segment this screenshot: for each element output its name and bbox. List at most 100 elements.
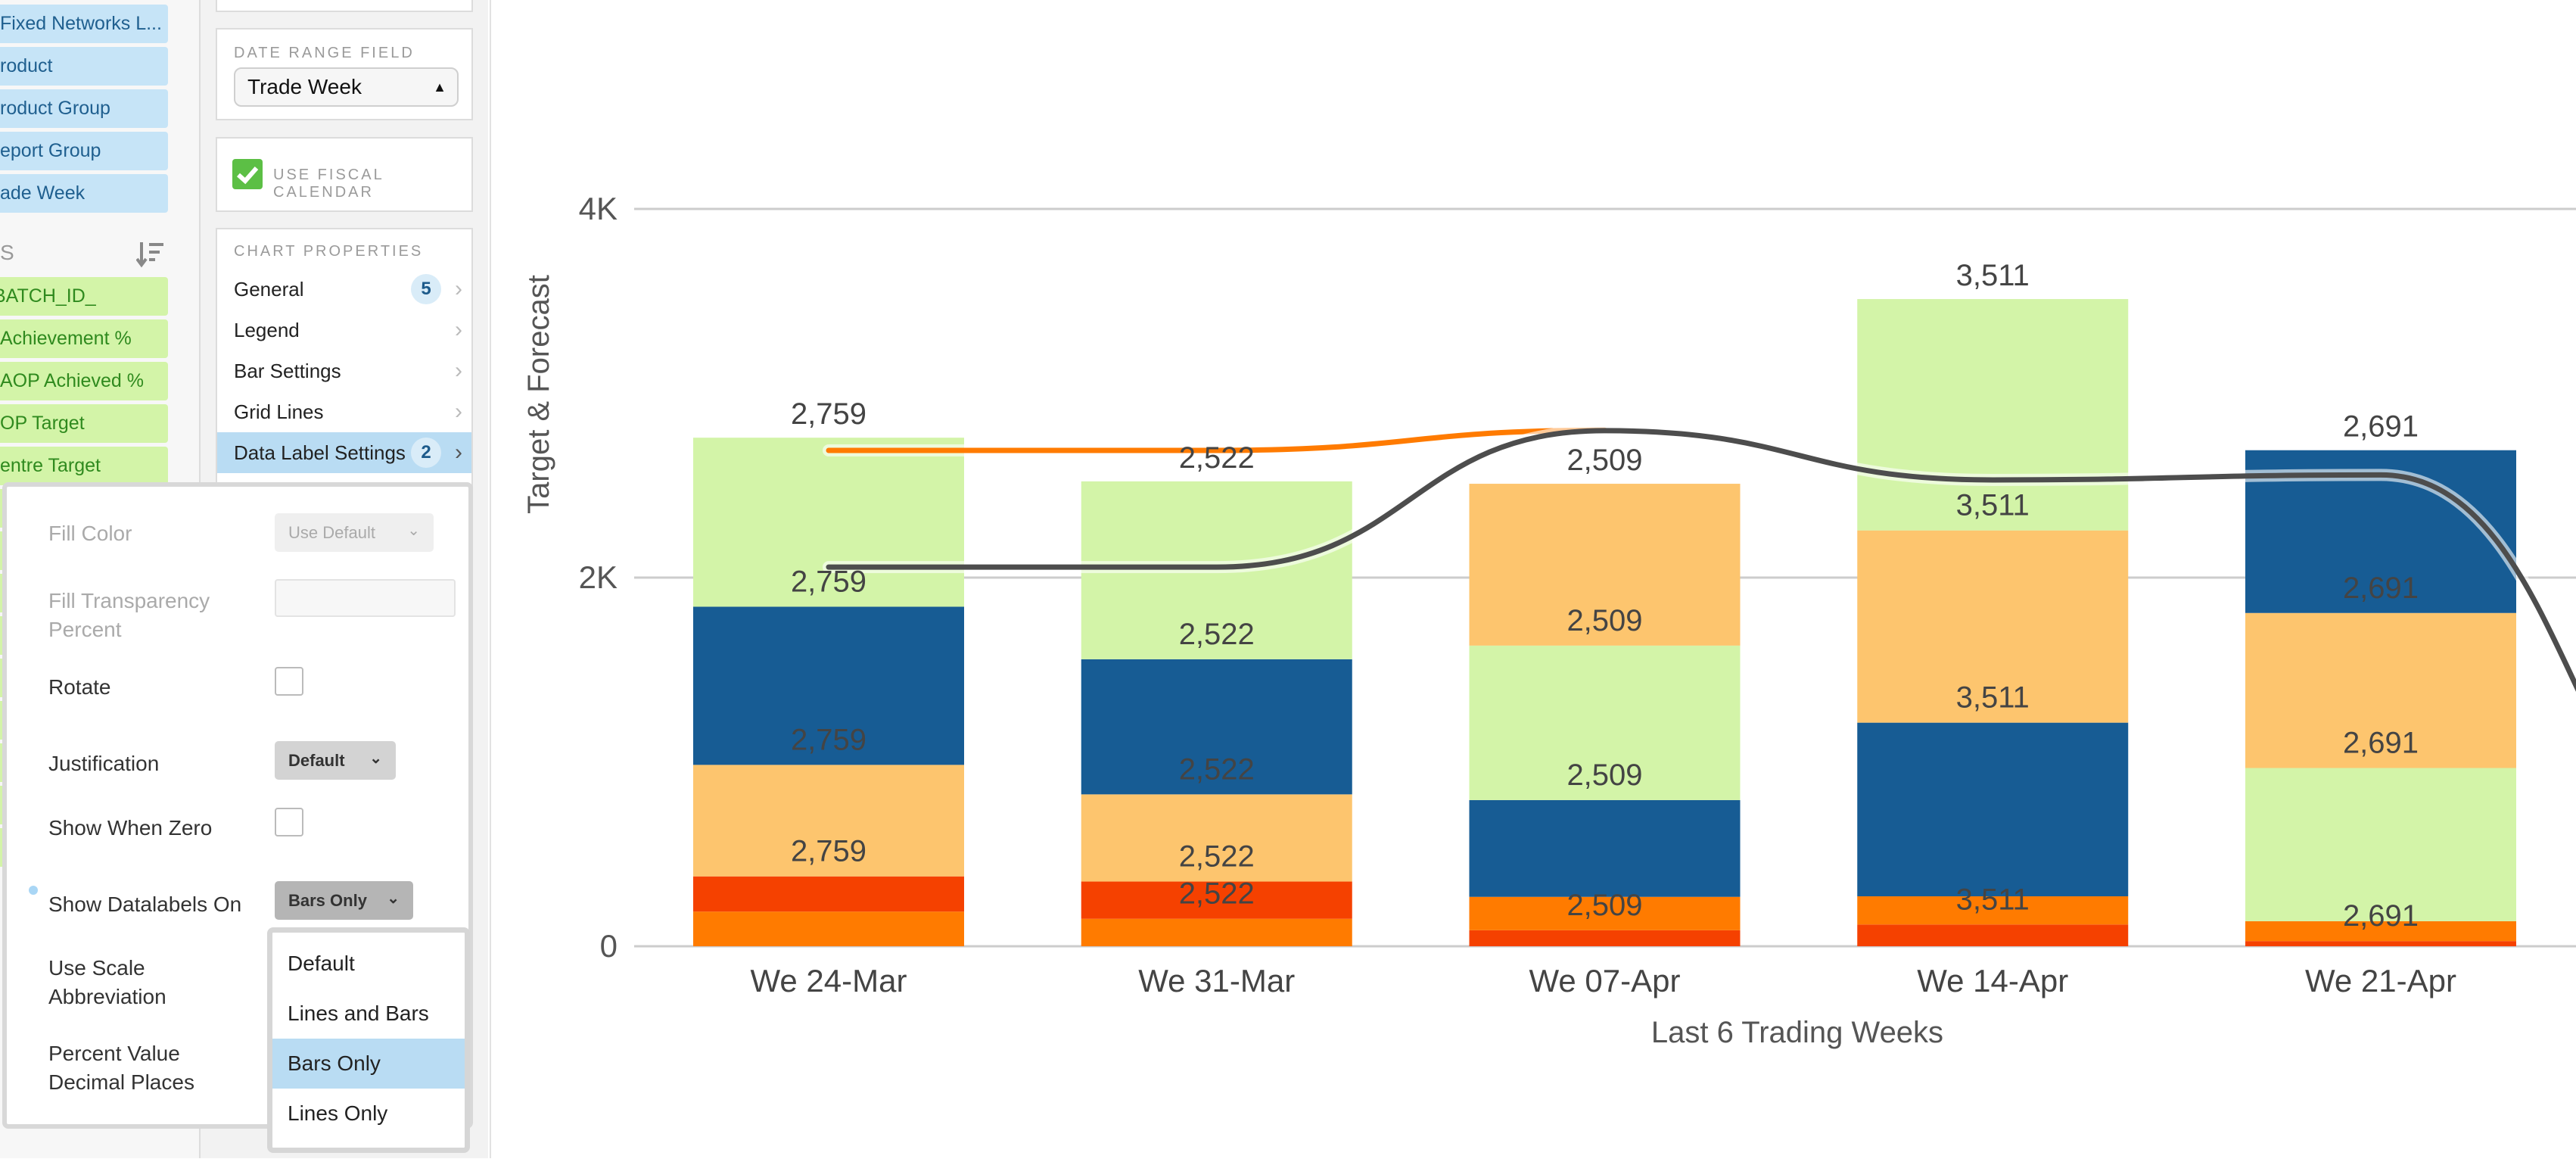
line-series[interactable] [826, 428, 2576, 891]
dropdown-option[interactable]: Lines and Bars [288, 1002, 429, 1025]
rotate-label: Rotate [48, 675, 111, 699]
x-tick-label: We 14-Apr [1917, 963, 2068, 998]
measure-chip[interactable]: Achievement % [0, 319, 168, 358]
data-label: 2,522 [1179, 840, 1255, 874]
bar-segment[interactable] [1469, 896, 1741, 930]
bar-segment[interactable] [2245, 941, 2516, 946]
bar-segment[interactable] [1857, 530, 2129, 723]
measure-chip[interactable]: entre Target [0, 447, 168, 485]
x-axis-title: Last 6 Trading Weeks [1651, 1016, 1943, 1049]
dimension-chip[interactable]: Fixed Networks L... [0, 5, 168, 43]
fill-color-select[interactable]: Use Default ⌄ [275, 513, 434, 552]
sort-icon[interactable] [136, 241, 165, 268]
dimension-chip[interactable]: roduct [0, 47, 168, 86]
chevron-down-icon: ⌄ [387, 890, 400, 907]
count-badge: 5 [411, 274, 441, 304]
bar-segment[interactable] [693, 606, 964, 765]
property-general[interactable]: General 5 › [217, 269, 471, 310]
dropdown-option[interactable]: Lines Only [288, 1101, 388, 1125]
bar-segment[interactable] [1081, 794, 1352, 882]
data-label: 2,522 [1179, 877, 1255, 911]
show-when-zero-label: Show When Zero [48, 816, 213, 840]
dimension-chip[interactable]: roduct Group [0, 89, 168, 128]
bar-segment[interactable] [2245, 921, 2516, 942]
date-range-panel: DATE RANGE FIELD Trade Week ▲ [216, 28, 473, 120]
fill-transparency-label: Fill Transparency Percent [48, 589, 210, 641]
data-label: 3,511 [1956, 489, 2030, 522]
fiscal-calendar-label: USE FISCAL CALENDAR [273, 167, 384, 201]
chip-label: OP Target [0, 413, 85, 434]
bar-segment[interactable] [1469, 930, 1741, 946]
bar-segment[interactable] [1857, 299, 2129, 531]
show-datalabels-select[interactable]: Bars Only ⌄ [275, 881, 413, 920]
fill-transparency-input[interactable] [275, 579, 456, 617]
show-datalabels-value: Bars Only [288, 891, 367, 910]
show-when-zero-checkbox[interactable] [275, 808, 303, 836]
property-label: Data Label Settings [234, 441, 406, 464]
property-bar-settings[interactable]: Bar Settings › [217, 350, 471, 391]
checkmark-icon [237, 167, 259, 185]
chip-label: entre Target [0, 455, 101, 476]
bar-segment[interactable] [693, 911, 964, 946]
data-label: 3,511 [1956, 259, 2030, 292]
measure-chip[interactable]: BATCH_ID_ [0, 277, 168, 316]
stacked-bar-chart: 0 2K 4K Target & Forecast Last 6 Trading Wee… [522, 191, 2576, 1049]
date-range-value: Trade Week [247, 75, 362, 98]
data-label: 2,509 [1566, 889, 1642, 922]
dropdown-option[interactable]: Default [288, 952, 355, 975]
data-label: 2,522 [1179, 752, 1255, 786]
chevron-right-icon: › [455, 440, 462, 465]
bar-segment[interactable] [1081, 659, 1352, 795]
bar-segment[interactable] [1081, 881, 1352, 919]
data-label: 2,509 [1566, 759, 1642, 792]
chevron-right-icon: › [455, 317, 462, 342]
bar-segment[interactable] [1857, 924, 2129, 946]
dropdown-option[interactable]: Bars Only [272, 1039, 465, 1089]
chevron-right-icon: › [455, 399, 462, 424]
fill-color-label: Fill Color [48, 522, 132, 545]
data-label: 2,522 [1179, 441, 1255, 475]
measure-chip[interactable]: OP Target [0, 404, 168, 443]
bar-segment[interactable] [2245, 768, 2516, 921]
rotate-checkbox[interactable] [275, 667, 303, 696]
justification-value: Default [288, 751, 345, 770]
bar-segment[interactable] [1081, 918, 1352, 946]
chevron-right-icon: › [455, 276, 462, 301]
data-label: 3,511 [1956, 883, 2030, 916]
x-tick-label: We 24-Mar [751, 963, 907, 998]
bar-segment[interactable] [1469, 799, 1741, 897]
bar-segment[interactable] [1469, 484, 1741, 646]
bar-segment[interactable] [1857, 722, 2129, 897]
chip-label: roduct [0, 55, 53, 76]
chip-label: roduct Group [0, 98, 110, 119]
dimension-chip[interactable]: ade Week [0, 174, 168, 213]
date-range-select[interactable]: Trade Week ▲ [234, 67, 459, 107]
y-tick-label: 2K [579, 559, 618, 595]
bar-segment[interactable] [693, 876, 964, 912]
bar-segment[interactable] [1857, 896, 2129, 925]
count-badge: 2 [411, 438, 441, 468]
bar-segment[interactable] [693, 438, 964, 607]
data-label: 2,759 [791, 835, 866, 868]
bar-segment[interactable] [2245, 612, 2516, 768]
x-tick-label: We 07-Apr [1529, 963, 1681, 998]
data-label: 2,522 [1179, 618, 1255, 651]
measure-chip[interactable]: AOP Achieved % [0, 362, 168, 400]
fiscal-calendar-checkbox[interactable] [232, 159, 263, 189]
chip-label: AOP Achieved % [0, 370, 144, 391]
data-label: 2,759 [791, 397, 866, 431]
modified-indicator-dot [29, 886, 38, 895]
data-label: 2,509 [1566, 604, 1642, 637]
line-series[interactable] [826, 427, 1607, 453]
data-label: 2,759 [791, 565, 866, 598]
justification-select[interactable]: Default ⌄ [275, 741, 396, 780]
measures-header: S [0, 241, 14, 264]
property-data-label-settings[interactable]: Data Label Settings 2 › [217, 432, 471, 473]
bar-segment[interactable] [693, 765, 964, 877]
chevron-right-icon: › [455, 358, 462, 383]
chevron-down-icon: ⌄ [369, 750, 382, 767]
property-legend[interactable]: Legend › [217, 310, 471, 350]
dimension-chip[interactable]: eport Group [0, 132, 168, 170]
bar-segment[interactable] [1469, 645, 1741, 800]
property-grid-lines[interactable]: Grid Lines › [217, 391, 471, 432]
